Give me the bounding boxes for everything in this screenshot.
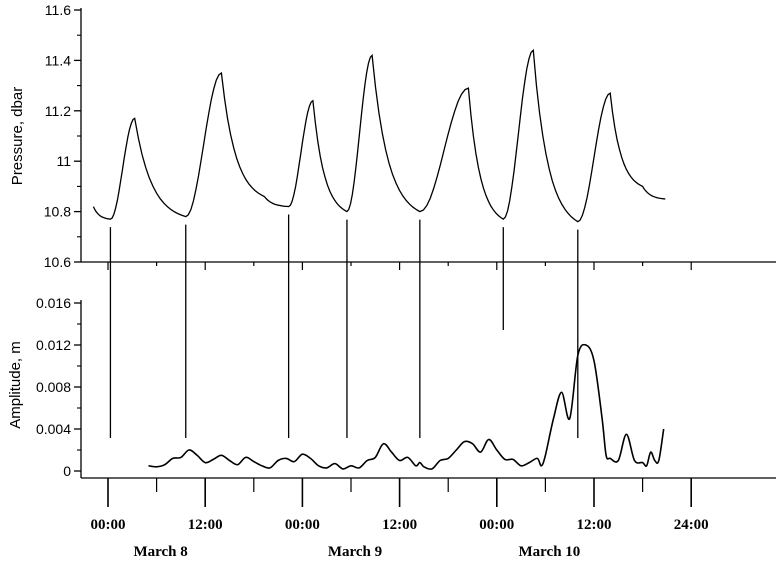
pressure-y-tick-label: 11 bbox=[56, 153, 71, 169]
amplitude-y-tick-label: 0.016 bbox=[36, 295, 71, 311]
date-label: March 8 bbox=[133, 544, 187, 560]
date-label: March 10 bbox=[519, 544, 581, 560]
pressure-y-tick-label: 10.6 bbox=[44, 254, 71, 270]
pressure-axis-title: Pressure, dbar bbox=[9, 87, 26, 185]
time-tick-label: 00:00 bbox=[285, 517, 320, 533]
time-tick-label: 00:00 bbox=[479, 517, 514, 533]
amplitude-y-tick-label: 0 bbox=[63, 463, 71, 479]
pressure-y-tick-label: 10.8 bbox=[44, 204, 71, 220]
time-tick-label: 12:00 bbox=[382, 517, 417, 533]
amplitude-y-ticks: 0 0.004 0.008 0.012 0.016 bbox=[36, 295, 81, 479]
amplitude-axis-title: Amplitude, m bbox=[7, 341, 24, 429]
time-tick-label: 00:00 bbox=[91, 517, 126, 533]
pressure-series-line bbox=[92, 48, 666, 223]
amplitude-y-tick-label: 0.008 bbox=[36, 379, 71, 395]
amplitude-axes bbox=[80, 300, 776, 479]
time-axis: 00:00 12:00 00:00 12:00 00:00 12:00 24:00 March… bbox=[91, 262, 709, 560]
amplitude-panel: 0 0.004 0.008 0.012 0.016 Amplitude, m bbox=[7, 295, 776, 479]
amplitude-y-tick-label: 0.012 bbox=[36, 337, 71, 353]
date-label: March 9 bbox=[328, 544, 382, 560]
pressure-y-tick-label: 11.6 bbox=[45, 2, 71, 18]
pressure-panel: 10.6 10.8 11 11.2 11.4 11.6 Pressure, dbar bbox=[9, 2, 776, 270]
pressure-y-tick-label: 11.4 bbox=[45, 52, 71, 68]
time-tick-label: 24:00 bbox=[674, 517, 709, 533]
time-tick-label: 12:00 bbox=[577, 517, 612, 533]
pressure-y-tick-label: 11.2 bbox=[45, 103, 71, 119]
time-tick-label: 12:00 bbox=[188, 517, 223, 533]
pressure-axes bbox=[80, 8, 776, 263]
minimum-marker-lines bbox=[109, 214, 579, 438]
amplitude-series-line bbox=[148, 343, 665, 470]
pressure-y-ticks: 10.6 10.8 11 11.2 11.4 11.6 bbox=[44, 2, 81, 270]
amplitude-y-tick-label: 0.004 bbox=[36, 421, 71, 437]
